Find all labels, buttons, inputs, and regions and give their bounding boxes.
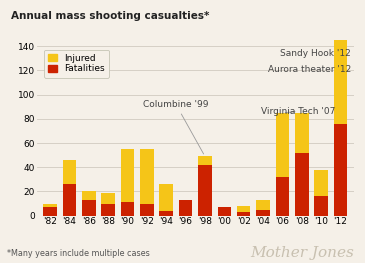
Bar xyxy=(218,207,231,216)
Bar xyxy=(101,204,115,216)
Bar xyxy=(43,207,57,216)
Bar xyxy=(160,211,173,216)
Text: Sandy Hook '12: Sandy Hook '12 xyxy=(280,49,351,58)
Bar xyxy=(314,170,328,196)
Bar xyxy=(198,156,212,165)
Bar xyxy=(179,200,192,216)
Bar xyxy=(334,124,347,216)
Bar xyxy=(63,160,76,184)
Bar xyxy=(237,206,250,212)
Text: Aurora theater '12: Aurora theater '12 xyxy=(268,65,351,74)
Bar xyxy=(256,200,270,210)
Text: Mother Jones: Mother Jones xyxy=(250,246,354,260)
Bar xyxy=(43,204,57,207)
Bar xyxy=(237,212,250,216)
Bar xyxy=(63,184,76,216)
Bar xyxy=(276,177,289,216)
Bar xyxy=(295,153,308,216)
Bar xyxy=(276,113,289,177)
Legend: Injured, Fatalities: Injured, Fatalities xyxy=(44,50,109,78)
Text: Virginia Tech '07: Virginia Tech '07 xyxy=(261,107,335,116)
Bar xyxy=(314,196,328,216)
Bar xyxy=(121,202,134,216)
Bar xyxy=(121,149,134,202)
Bar xyxy=(140,204,154,216)
Text: Annual mass shooting casualties*: Annual mass shooting casualties* xyxy=(11,11,210,21)
Bar xyxy=(140,149,154,204)
Bar xyxy=(82,191,96,200)
Text: *Many years include multiple cases: *Many years include multiple cases xyxy=(7,249,150,258)
Bar xyxy=(295,113,308,153)
Bar xyxy=(256,210,270,216)
Bar xyxy=(82,200,96,216)
Bar xyxy=(101,193,115,204)
Text: Columbine '99: Columbine '99 xyxy=(143,100,209,154)
Bar xyxy=(334,40,347,124)
Bar xyxy=(198,165,212,216)
Bar xyxy=(160,184,173,211)
